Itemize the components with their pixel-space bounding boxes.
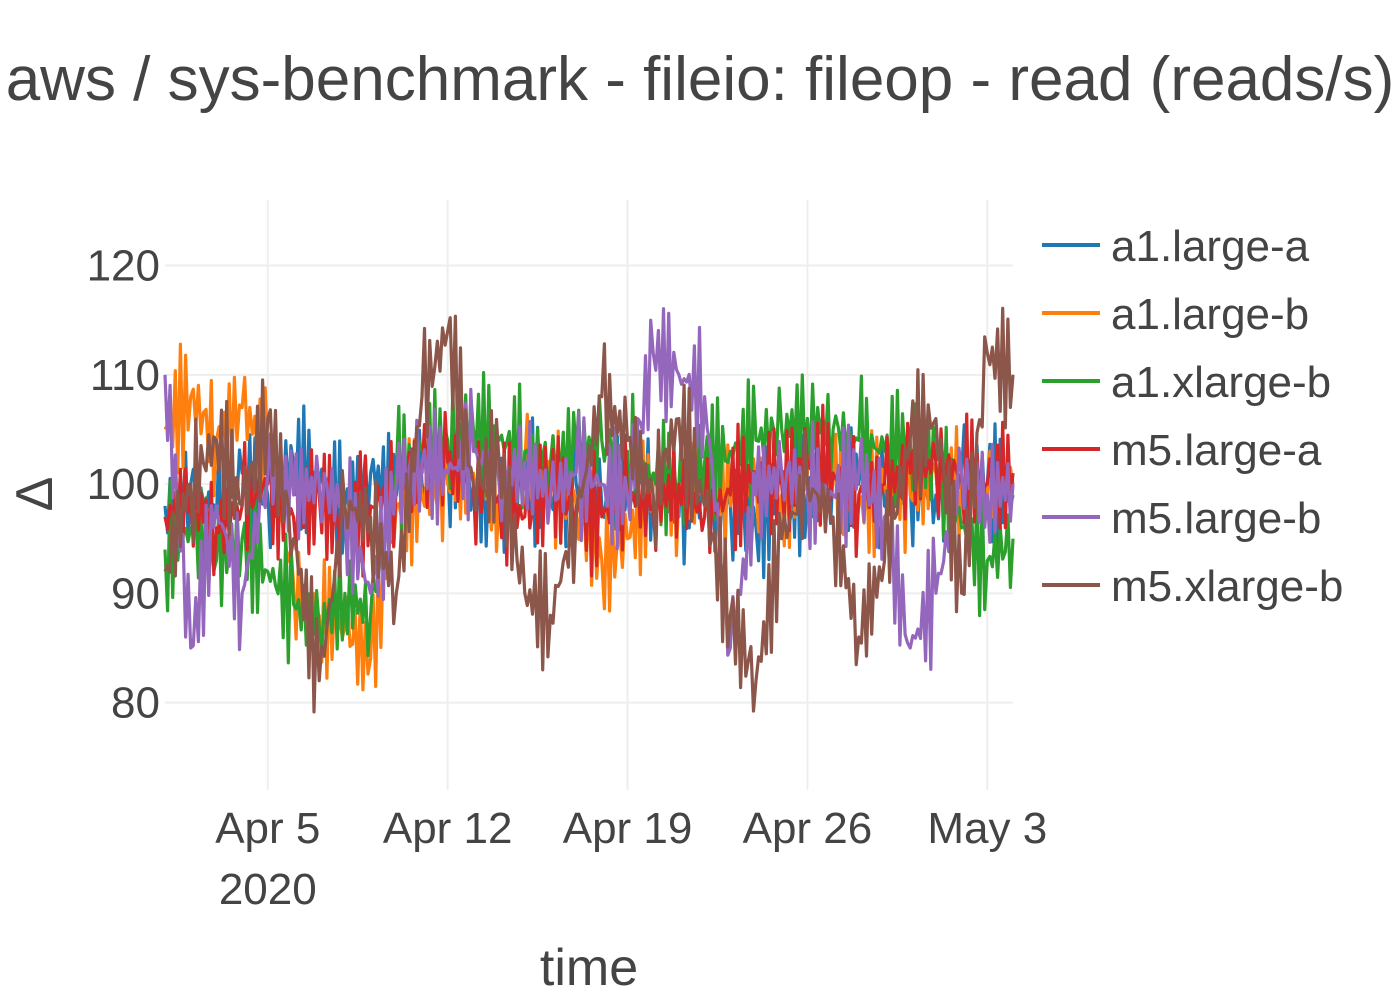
legend-item-m5.xlarge-b[interactable]: m5.xlarge-b: [1042, 562, 1343, 611]
x-axis-title: time: [540, 939, 638, 997]
legend-label: a1.xlarge-b: [1111, 358, 1331, 407]
x-tick-label: Apr 26: [743, 804, 873, 853]
y-tick-label: 120: [87, 242, 160, 291]
chart-title: aws / sys-benchmark - fileio: fileop - r…: [6, 45, 1395, 114]
legend-item-a1.large-a[interactable]: a1.large-a: [1042, 222, 1310, 271]
plot-area: [163, 306, 1015, 714]
x-tick-label: Apr 5: [215, 804, 320, 853]
legend-item-m5.large-a[interactable]: m5.large-a: [1042, 426, 1322, 475]
legend-label: a1.large-a: [1111, 222, 1310, 271]
series-line-a1.xlarge-b: [163, 371, 1015, 665]
x-tick-sublabel: 2020: [219, 865, 317, 914]
y-tick-label: 100: [87, 460, 160, 509]
x-tick-label: May 3: [927, 804, 1047, 853]
legend-label: m5.large-a: [1111, 426, 1322, 475]
y-tick-label: 80: [111, 679, 160, 728]
y-tick-label: 90: [111, 569, 160, 618]
legend-item-a1.large-b[interactable]: a1.large-b: [1042, 290, 1309, 339]
series-line-m5.xlarge-b: [163, 306, 1015, 714]
x-tick-label: Apr 19: [563, 804, 693, 853]
legend-label: m5.xlarge-b: [1111, 562, 1343, 611]
legend-item-m5.large-b[interactable]: m5.large-b: [1042, 494, 1321, 543]
axis-ticks: Apr 5 2020 Apr 12 Apr 19 Apr 26 May 3 80 90 100 1…: [87, 242, 1048, 914]
legend-item-a1.xlarge-b[interactable]: a1.xlarge-b: [1042, 358, 1331, 407]
legend[interactable]: a1.large-a a1.large-b a1.xlarge-b m5.large-…: [1042, 222, 1343, 611]
y-tick-label: 110: [90, 351, 160, 400]
y-axis-title: Δ: [6, 477, 64, 512]
x-tick-label: Apr 12: [383, 804, 513, 853]
legend-label: m5.large-b: [1111, 494, 1321, 543]
legend-label: a1.large-b: [1111, 290, 1309, 339]
